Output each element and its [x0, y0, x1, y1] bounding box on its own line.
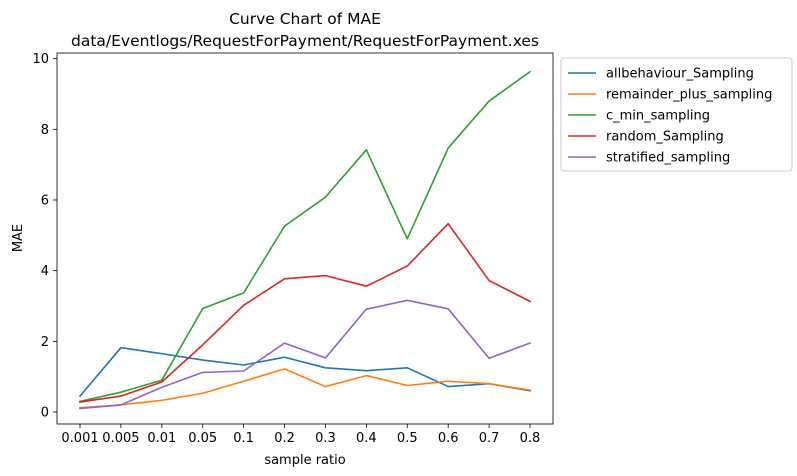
x-tick-label: 0.2 — [274, 431, 295, 446]
x-tick-label: 0.3 — [315, 431, 336, 446]
y-tick-label: 8 — [41, 123, 49, 138]
y-tick-label: 0 — [41, 405, 49, 420]
x-tick-label: 0.6 — [438, 431, 459, 446]
x-tick-label: 0.1 — [233, 431, 254, 446]
legend-label: stratified_sampling — [606, 151, 730, 166]
series-line-remainder-plus-sampling — [79, 368, 531, 409]
legend-label: random_Sampling — [606, 130, 724, 145]
y-tick-label: 10 — [32, 52, 49, 67]
legend: allbehaviour_Sampling remainder_plus_samp… — [560, 57, 793, 172]
x-axis: 0.001 0.005 0.01 0.05 0.1 0.2 0.3 0.4 0.5 0.6 0.7 0… — [61, 424, 540, 446]
x-tick-label: 0.01 — [147, 431, 176, 446]
y-axis-label: MAE — [11, 224, 26, 252]
y-tick-label: 4 — [41, 264, 49, 279]
x-tick-label: 0.005 — [102, 431, 139, 446]
chart-subtitle: data/Eventlogs/RequestForPayment/Request… — [71, 32, 539, 50]
y-tick-label: 6 — [41, 193, 49, 208]
legend-label: allbehaviour_Sampling — [606, 67, 754, 82]
legend-label: remainder_plus_sampling — [606, 88, 772, 103]
series-line-allbehaviour-sampling — [78, 346, 531, 398]
x-tick-label: 0.05 — [188, 431, 217, 446]
series-line-random-sampling — [79, 222, 532, 403]
x-tick-label: 0.8 — [520, 431, 541, 446]
y-tick-label: 2 — [41, 335, 49, 350]
x-tick-label: 0.5 — [397, 431, 418, 446]
chart-title: Curve Chart of MAE — [229, 10, 381, 28]
y-axis: 0 2 4 6 8 10 — [32, 52, 57, 420]
x-tick-label: 0.4 — [356, 431, 377, 446]
legend-label: c_min_sampling — [606, 109, 710, 124]
x-tick-label: 0.7 — [479, 431, 500, 446]
plot-lines — [78, 70, 532, 410]
series-line-c-min-sampling — [79, 70, 532, 403]
legend-frame — [560, 57, 793, 172]
plot-area-frame — [56, 52, 554, 425]
series-line-stratified-sampling — [79, 299, 532, 410]
x-tick-label: 0.001 — [61, 431, 98, 446]
x-axis-label: sample ratio — [264, 453, 345, 468]
